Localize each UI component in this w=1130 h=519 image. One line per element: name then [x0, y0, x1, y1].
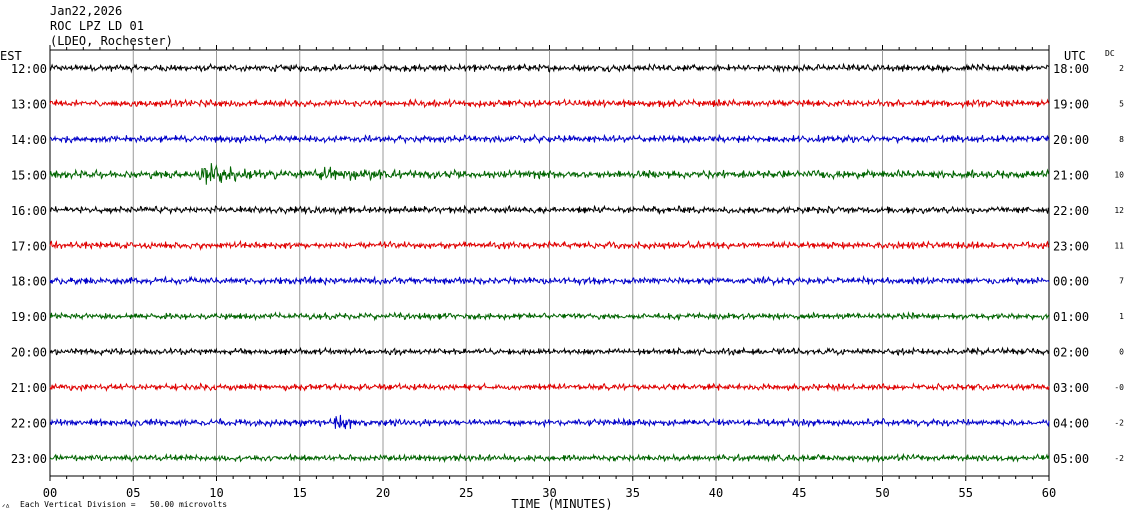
dc-offset-value: -0 — [1114, 383, 1124, 392]
x-tick-label: 45 — [792, 486, 806, 500]
utc-hour-label: 21:00 — [1053, 168, 1089, 182]
trace-1300 — [49, 97, 1050, 110]
trace-1500 — [49, 163, 1050, 185]
x-tick-label: 50 — [875, 486, 889, 500]
dc-offset-value: -2 — [1114, 454, 1124, 463]
dc-offset-value: 12 — [1114, 206, 1124, 215]
est-hour-label: 13:00 — [11, 97, 47, 111]
est-hour-label: 23:00 — [11, 452, 47, 466]
dc-offset-value: 1 — [1119, 312, 1124, 321]
utc-hour-label: 03:00 — [1053, 381, 1089, 395]
utc-hour-label: 22:00 — [1053, 204, 1089, 218]
dc-column-title: DC — [1105, 49, 1115, 58]
trace-2200 — [49, 414, 1050, 430]
trace-1600 — [49, 204, 1050, 216]
trace-2300 — [49, 452, 1050, 464]
utc-hour-label: 19:00 — [1053, 97, 1089, 111]
dc-offset-value: 8 — [1119, 135, 1124, 144]
est-hour-label: 17:00 — [11, 239, 47, 253]
dc-offset-value: 0 — [1119, 348, 1124, 357]
trace-1700 — [49, 239, 1050, 251]
dc-offset-value: 7 — [1119, 277, 1124, 286]
utc-hour-label: 20:00 — [1053, 133, 1089, 147]
footer-mark: ᐟᐞ — [2, 503, 10, 512]
est-hour-label: 18:00 — [11, 275, 47, 289]
trace-2000 — [49, 346, 1050, 357]
trace-1400 — [49, 133, 1050, 145]
utc-hour-label: 18:00 — [1053, 62, 1089, 76]
x-tick-label: 15 — [293, 486, 307, 500]
x-tick-label: 25 — [459, 486, 473, 500]
x-tick-label: 35 — [626, 486, 640, 500]
seismic-traces — [49, 62, 1050, 464]
x-tick-label: 60 — [1042, 486, 1056, 500]
utc-hour-label: 23:00 — [1053, 239, 1089, 253]
x-tick-label: 00 — [43, 486, 57, 500]
est-axis-title: EST — [0, 49, 22, 63]
x-tick-label: 20 — [376, 486, 390, 500]
est-hour-label: 16:00 — [11, 204, 47, 218]
dc-offset-value: 2 — [1119, 64, 1124, 73]
est-hour-label: 20:00 — [11, 346, 47, 360]
x-axis-title: TIME (MINUTES) — [511, 497, 612, 511]
station-location: (LDEO, Rochester) — [50, 34, 173, 48]
est-hour-label: 14:00 — [11, 133, 47, 147]
utc-hour-label: 04:00 — [1053, 417, 1089, 431]
x-tick-label: 55 — [959, 486, 973, 500]
utc-hour-label: 01:00 — [1053, 310, 1089, 324]
footer-scale-note: Each Vertical Division = 50.00 microvolt… — [20, 500, 227, 509]
chart-grid — [49, 45, 1050, 481]
trace-1200 — [49, 62, 1050, 74]
station-code: ROC LPZ LD 01 — [50, 19, 144, 33]
trace-1900 — [49, 311, 1050, 322]
record-date: Jan22,2026 — [50, 4, 123, 18]
est-hour-label: 21:00 — [11, 381, 47, 395]
row-labels: 12:00 18:00 2 13:00 19:00 5 14:00 20:00 8 15:00 21… — [11, 62, 1124, 466]
est-hour-label: 22:00 — [11, 417, 47, 431]
dc-offset-value: 10 — [1114, 170, 1124, 179]
est-hour-label: 19:00 — [11, 310, 47, 324]
trace-1800 — [49, 274, 1050, 287]
est-hour-label: 15:00 — [11, 168, 47, 182]
trace-2100 — [49, 381, 1050, 393]
utc-hour-label: 00:00 — [1053, 275, 1089, 289]
x-axis-ticks: 00 05 10 15 20 25 30 35 40 45 50 55 60 — [43, 486, 1056, 500]
utc-hour-label: 05:00 — [1053, 452, 1089, 466]
utc-axis-title: UTC — [1064, 49, 1086, 63]
dc-offset-value: 5 — [1119, 99, 1124, 108]
x-tick-label: 40 — [709, 486, 723, 500]
dc-offset-value: 11 — [1114, 241, 1124, 250]
x-tick-label: 30 — [542, 486, 556, 500]
est-hour-label: 12:00 — [11, 62, 47, 76]
utc-hour-label: 02:00 — [1053, 346, 1089, 360]
x-tick-label: 05 — [126, 486, 140, 500]
x-tick-label: 10 — [209, 486, 223, 500]
dc-offset-value: -2 — [1114, 419, 1124, 428]
